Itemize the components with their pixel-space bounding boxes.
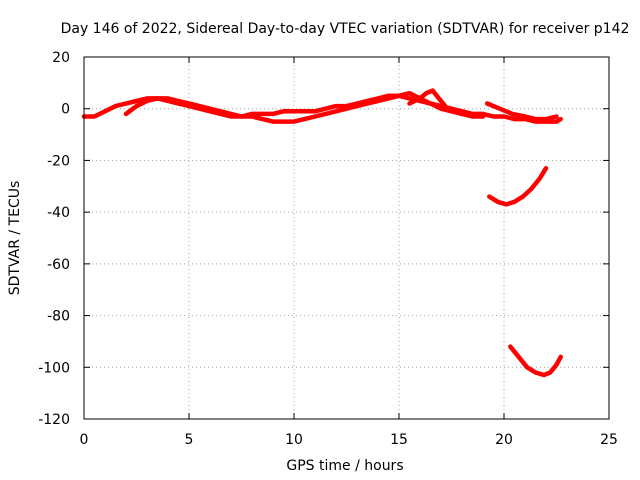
y-tick-label: -40 [47,205,70,221]
series-track-b [123,90,486,124]
y-tick-label: -100 [38,360,70,376]
axis-ticks [83,56,610,420]
data-series [81,88,563,378]
series-track-c [484,101,559,122]
tick-labels: 0 5 10 15 20 25 -120 -100 -80 -60 -40 -20 0 20 [38,50,618,448]
y-tick-label: 0 [61,102,70,118]
x-tick-label: 25 [600,432,618,448]
y-tick-label: -120 [38,412,70,428]
plot-frame [83,56,610,420]
y-tick-label: -60 [47,257,70,273]
series-track-f [508,344,563,378]
x-tick-label: 10 [285,432,303,448]
x-tick-label: 15 [390,432,408,448]
y-tick-label: 20 [52,50,70,66]
y-tick-label: -20 [47,153,70,169]
series-track-d [407,88,448,109]
x-tick-label: 20 [495,432,513,448]
chart-title: Day 146 of 2022, Sidereal Day-to-day VTE… [61,21,630,37]
series-track-e [487,165,549,207]
x-tick-label: 5 [185,432,194,448]
grid-lines [84,57,609,419]
y-axis-label: SDTVAR / TECUs [7,181,23,296]
x-tick-label: 0 [80,432,89,448]
x-axis-label: GPS time / hours [286,458,403,474]
y-tick-label: -80 [47,309,70,325]
